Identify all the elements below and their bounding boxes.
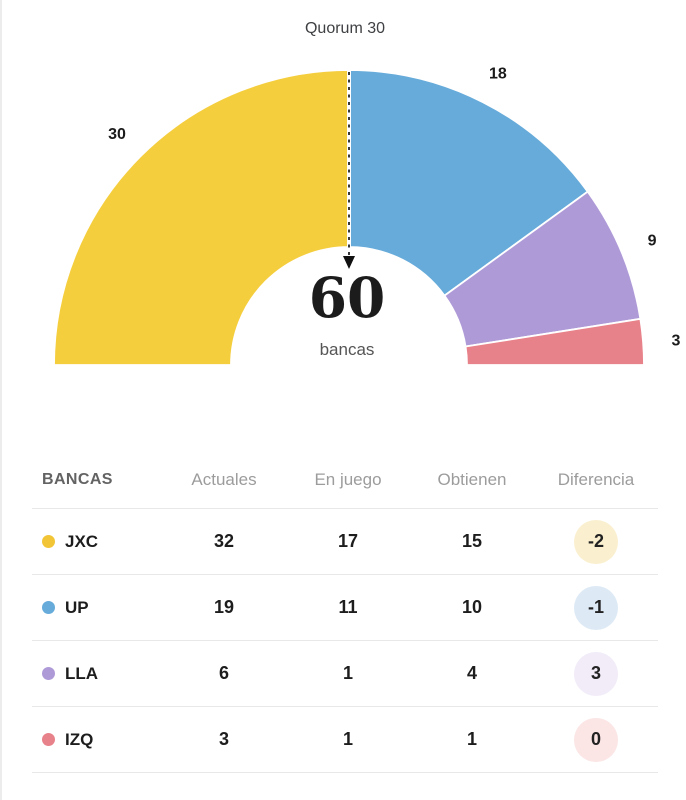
obtienen-value: 4 bbox=[466, 663, 477, 683]
segment-jxc bbox=[53, 69, 350, 366]
table-row: LLA 6 1 4 3 bbox=[32, 641, 658, 707]
segment-value-label: 3 bbox=[672, 332, 681, 349]
hemicycle-svg: 30 18 9 3 bbox=[53, 66, 681, 366]
table-row: JXC 32 17 15 -2 bbox=[32, 509, 658, 575]
diff-badge: -2 bbox=[574, 519, 618, 564]
en-juego-value: 1 bbox=[342, 663, 353, 683]
header-actuales: Actuales bbox=[191, 470, 257, 489]
diff-badge: 0 bbox=[574, 717, 618, 762]
party-label: IZQ bbox=[65, 729, 94, 749]
header-en-juego: En juego bbox=[314, 470, 382, 489]
header-obtienen: Obtienen bbox=[437, 470, 507, 489]
en-juego-value: 17 bbox=[337, 531, 359, 551]
party-label: UP bbox=[65, 597, 89, 617]
quorum-title: Quorum 30 bbox=[304, 20, 386, 37]
obtienen-value: 1 bbox=[466, 729, 477, 749]
header-diferencia: Diferencia bbox=[557, 470, 635, 489]
diff-badge: -1 bbox=[574, 585, 618, 630]
party-cell: LLA bbox=[32, 664, 162, 684]
diff-badge: 3 bbox=[574, 651, 618, 696]
party-dot bbox=[42, 733, 55, 746]
segment-izq bbox=[464, 317, 645, 366]
en-juego-value: 1 bbox=[342, 729, 353, 749]
party-label: LLA bbox=[65, 663, 99, 683]
table-row: UP 19 11 10 -1 bbox=[32, 575, 658, 641]
table-header-row: BANCAS Actuales En juego Obtienen Difere… bbox=[32, 452, 658, 509]
party-cell: IZQ bbox=[32, 730, 162, 750]
party-dot bbox=[42, 667, 55, 680]
segment-up bbox=[348, 69, 589, 297]
party-cell: JXC bbox=[32, 532, 162, 552]
total-seats-label: bancas bbox=[319, 340, 375, 359]
diferencia-cell: -2 bbox=[534, 519, 658, 564]
party-label: JXC bbox=[65, 531, 99, 551]
actuales-value: 32 bbox=[213, 531, 235, 551]
quorum-arrow-icon bbox=[343, 256, 355, 269]
en-juego-value: 11 bbox=[338, 597, 358, 617]
total-seats-value: 60 bbox=[308, 265, 386, 330]
party-cell: UP bbox=[32, 598, 162, 618]
segment-value-label: 9 bbox=[648, 232, 657, 249]
table-row: IZQ 3 1 1 0 bbox=[32, 707, 658, 773]
diferencia-cell: 3 bbox=[534, 651, 658, 696]
party-dot bbox=[42, 535, 55, 548]
actuales-value: 3 bbox=[218, 729, 229, 749]
actuales-value: 6 bbox=[218, 663, 229, 683]
seats-table: BANCAS Actuales En juego Obtienen Difere… bbox=[32, 452, 658, 773]
header-bancas: BANCAS bbox=[42, 471, 113, 488]
party-dot bbox=[42, 601, 55, 614]
seats-hemicycle-chart: Quorum 30 30 18 9 3 60 bancas bbox=[2, 0, 686, 452]
actuales-value: 19 bbox=[213, 597, 235, 617]
obtienen-value: 15 bbox=[461, 531, 483, 551]
diferencia-cell: -1 bbox=[534, 585, 658, 630]
obtienen-value: 10 bbox=[461, 597, 483, 617]
segment-value-label: 30 bbox=[108, 126, 126, 143]
diferencia-cell: 0 bbox=[534, 717, 658, 762]
segment-value-label: 18 bbox=[489, 66, 507, 83]
